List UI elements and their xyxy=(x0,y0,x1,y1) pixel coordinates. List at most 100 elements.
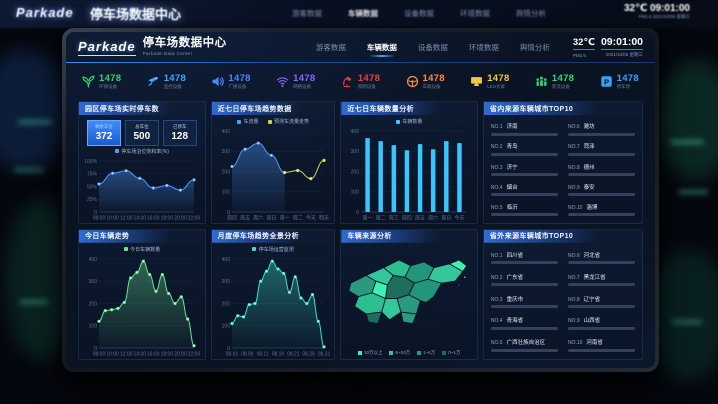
legend-item: 1~6万 xyxy=(417,350,435,356)
top10-item-青岛: NO.2 青岛 xyxy=(490,139,558,159)
panel-header: 车辆来源分析 xyxy=(341,230,477,243)
rank: NO.6 xyxy=(567,252,580,259)
svg-text:周六: 周六 xyxy=(253,215,263,222)
nav-item-舆情分析[interactable]: 舆情分析 xyxy=(519,42,550,52)
kpi-value: 1478 xyxy=(616,72,639,84)
bar-track xyxy=(567,261,635,265)
svg-text:100: 100 xyxy=(351,190,360,196)
svg-text:20:00: 20:00 xyxy=(174,351,187,357)
nav-item-游客数据[interactable]: 游客数据 xyxy=(315,42,346,52)
bar-track xyxy=(567,152,635,156)
background-blur xyxy=(0,50,70,170)
nav-item-设备数据: 设备数据 xyxy=(404,9,434,18)
panel-header: 园区停车场实时停车数 xyxy=(79,102,205,115)
kpi-value: 1478 xyxy=(228,72,251,84)
rank: NO.2 xyxy=(490,274,503,281)
top10-item-青海省: NO.4 青海省 xyxy=(490,312,558,334)
background-clock: 32℃ 09:01:00 PM2.6 2021/10/06 星期三 xyxy=(624,3,690,20)
kpi-照明设备: 1478 照明设备 xyxy=(341,72,381,90)
screen-icon xyxy=(471,77,483,87)
svg-text:400: 400 xyxy=(89,257,98,263)
chart-legend: 今日车辆数量 xyxy=(83,245,201,254)
svg-text:300: 300 xyxy=(221,149,230,155)
legend-item: 今日车辆数量 xyxy=(123,246,160,253)
stat-label: 已停车 xyxy=(172,123,187,129)
region-name: 青岛 xyxy=(506,144,518,151)
panel-header: 近七日车辆数量分析 xyxy=(341,102,477,115)
svg-text:16:00: 16:00 xyxy=(147,215,160,221)
region-name: 德州 xyxy=(583,164,595,171)
stat-剩余车位[interactable]: 剩余车位 372 xyxy=(87,120,121,146)
panel-header: 月度停车场趋势全景分析 xyxy=(212,230,335,243)
stat-value: 128 xyxy=(171,130,189,142)
chart-legend: 停车场运营监测 xyxy=(216,245,331,254)
nav-item-环境数据[interactable]: 环境数据 xyxy=(468,42,499,52)
kpi-value: 1478 xyxy=(357,72,381,84)
province-top10-list: NO.1 济南 NO.2 青岛 NO.3 济宁 NO.4 烟台 NO.5 临沂 … xyxy=(484,115,642,223)
stat-已停车[interactable]: 已停车 128 xyxy=(162,120,197,146)
top10-item-黑龙江省: NO.7 黑龙江省 xyxy=(567,269,635,291)
rank: NO.7 xyxy=(567,144,580,151)
panel-header: 省内来源车辆城市TOP10 xyxy=(484,102,642,115)
rank: NO.1 xyxy=(490,124,503,131)
svg-text:0: 0 xyxy=(227,210,230,216)
kpi-value: 1478 xyxy=(163,72,187,84)
svg-text:200: 200 xyxy=(351,169,360,175)
svg-text:300: 300 xyxy=(221,279,230,285)
background-time: 09:01:00 xyxy=(649,3,690,14)
kpi-label: 广播设备 xyxy=(228,84,247,89)
kpi-label: 车载设备 xyxy=(422,84,441,89)
svg-text:12:00: 12:00 xyxy=(120,215,133,221)
svg-text:0: 0 xyxy=(227,346,230,352)
svg-text:200: 200 xyxy=(89,301,98,307)
nav-item-设备数据[interactable]: 设备数据 xyxy=(417,42,448,52)
region-name: 广东省 xyxy=(506,274,524,281)
panel-weekly-trend: 近七日停车场趋势数据 车流量 预测车流量走势 0 100 200 300 400 周四 周五周… xyxy=(210,101,336,224)
svg-text:10:00: 10:00 xyxy=(106,351,119,357)
legend-item: 停车场泊位饱和率(%) xyxy=(114,148,169,155)
svg-text:P: P xyxy=(604,77,609,86)
background-blur xyxy=(18,120,52,124)
background-blur xyxy=(14,168,44,172)
panel-source-map: 车辆来源分析 xyxy=(340,228,478,360)
svg-text:20:00: 20:00 xyxy=(174,215,187,221)
top10-item-烟台: NO.4 烟台 xyxy=(490,179,558,199)
rank: NO.2 xyxy=(490,144,503,151)
panel-title: 园区停车场实时停车数 xyxy=(85,105,159,113)
stat-总车位[interactable]: 总车位 500 xyxy=(124,120,159,146)
svg-text:今天: 今天 xyxy=(455,215,465,222)
bar-track xyxy=(490,305,558,309)
region-name: 菏泽 xyxy=(583,144,595,151)
region-name: 黑龙江省 xyxy=(583,274,606,281)
region-name: 辽宁省 xyxy=(583,296,601,303)
svg-text:08.01: 08.01 xyxy=(225,351,238,357)
panel-header: 今日车辆走势 xyxy=(79,230,205,243)
monthly-trend-area-chart: 0 100 200 300 400 08.01 08.06 08.11 08.16 08.21 08… xyxy=(216,254,331,358)
background-logo: Parkade xyxy=(16,5,74,20)
legend-item: 6~10万 xyxy=(389,350,410,356)
kpi-label: 监控设备 xyxy=(163,84,182,89)
svg-text:300: 300 xyxy=(89,279,98,285)
main-nav: 游客数据 车辆数据 设备数据 环境数据 舆情分析 xyxy=(315,39,551,57)
region-name: 河南省 xyxy=(586,340,603,347)
background-nav: 游客数据 车辆数据 设备数据 环境数据 舆情分析 xyxy=(292,8,546,19)
kpi-label: 环保设备 xyxy=(99,84,117,89)
stat-label: 剩余车位 xyxy=(94,123,113,129)
kpi-车载设备: 1478 车载设备 xyxy=(406,73,445,90)
background-blur xyxy=(670,140,704,144)
top10-item-河北省: NO.6 河北省 xyxy=(567,247,635,269)
background-temp: 32℃ xyxy=(623,3,648,14)
svg-text:08.26: 08.26 xyxy=(302,351,315,357)
brand: Parkade 停车场数据中心 Parkade Data Center xyxy=(78,37,227,56)
svg-text:200: 200 xyxy=(221,169,230,175)
nav-item-车辆数据[interactable]: 车辆数据 xyxy=(366,39,398,57)
region-name: 青海省 xyxy=(506,318,524,325)
nav-item-环境数据: 环境数据 xyxy=(460,9,490,18)
legend-item: 车辆数量 xyxy=(395,118,422,125)
dashboard-header: Parkade 停车场数据中心 Parkade Data Center 游客数据… xyxy=(66,32,655,63)
svg-text:周日: 周日 xyxy=(442,216,452,222)
kpi-row: 1478 环保设备 1478 监控设备 1478 广播设备 1478 网络设备 … xyxy=(78,63,643,98)
panel-header: 省外来源车辆城市TOP10 xyxy=(484,230,642,243)
bar-track xyxy=(567,283,635,287)
nav-item-车辆数据: 车辆数据 xyxy=(348,9,378,18)
